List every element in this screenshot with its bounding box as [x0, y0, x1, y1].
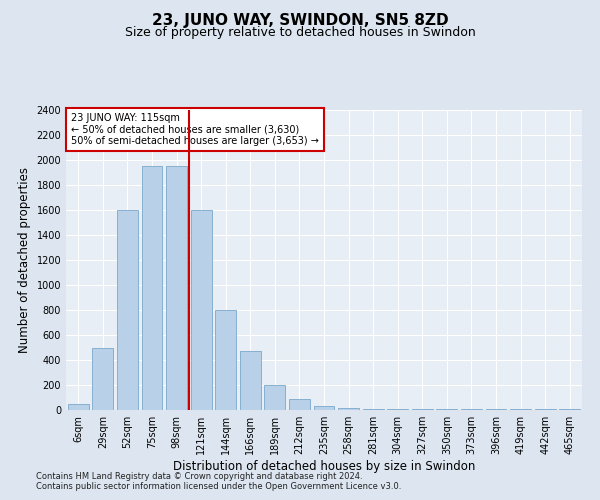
Bar [68, 404, 89, 410]
Bar [215, 310, 236, 410]
Bar [362, 409, 383, 410]
Bar [265, 385, 286, 410]
Bar [387, 409, 408, 410]
Bar [142, 166, 163, 410]
Text: 23 JUNO WAY: 115sqm
← 50% of detached houses are smaller (3,630)
50% of semi-det: 23 JUNO WAY: 115sqm ← 50% of detached ho… [71, 113, 319, 146]
Bar [314, 406, 334, 410]
Text: Size of property relative to detached houses in Swindon: Size of property relative to detached ho… [125, 26, 475, 39]
Bar [191, 210, 212, 410]
Bar [117, 210, 138, 410]
Bar [240, 351, 261, 410]
X-axis label: Distribution of detached houses by size in Swindon: Distribution of detached houses by size … [173, 460, 475, 473]
Bar [92, 348, 113, 410]
Y-axis label: Number of detached properties: Number of detached properties [18, 167, 31, 353]
Text: Contains HM Land Registry data © Crown copyright and database right 2024.: Contains HM Land Registry data © Crown c… [36, 472, 362, 481]
Text: Contains public sector information licensed under the Open Government Licence v3: Contains public sector information licen… [36, 482, 401, 491]
Bar [166, 166, 187, 410]
Text: 23, JUNO WAY, SWINDON, SN5 8ZD: 23, JUNO WAY, SWINDON, SN5 8ZD [152, 12, 448, 28]
Bar [338, 408, 359, 410]
Bar [289, 399, 310, 410]
